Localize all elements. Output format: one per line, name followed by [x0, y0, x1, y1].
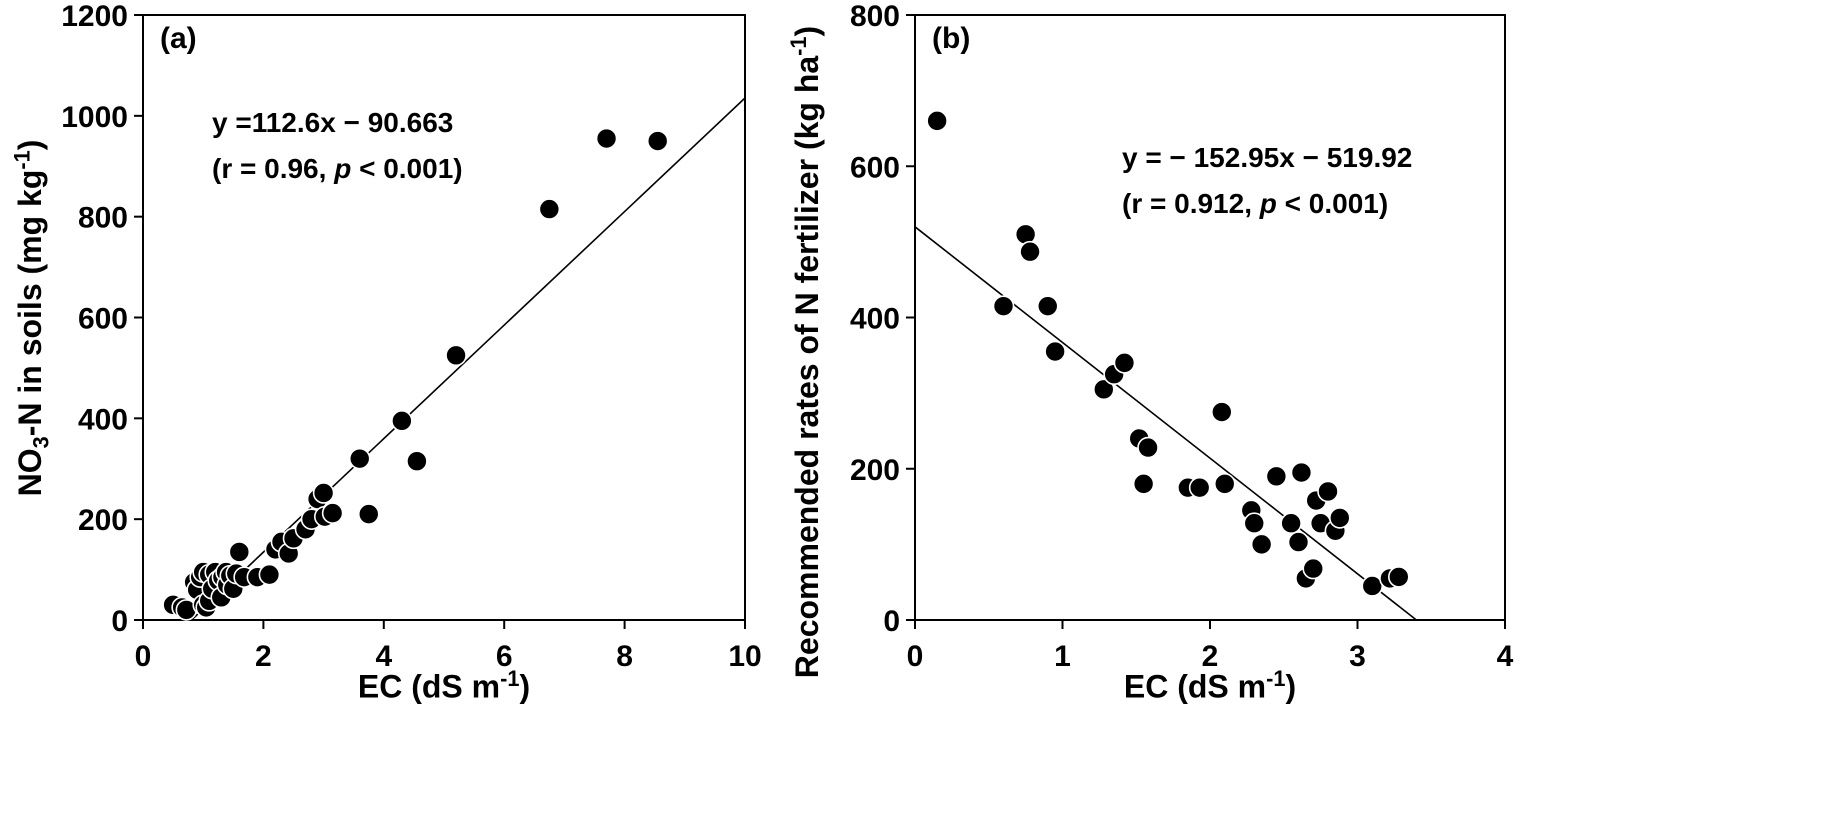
stats-b-post: < 0.001): [1276, 188, 1389, 219]
regression-annotation-a: y =112.6x − 90.663 (r = 0.96, p < 0.001): [212, 100, 463, 192]
stats-text-a: (r = 0.96, p < 0.001): [212, 146, 463, 192]
y-axis-label-b-sup: -1: [786, 36, 812, 56]
equation-text-b: y = − 152.95x − 519.92: [1122, 142, 1413, 173]
scatter-plot-a: 0 2 4 6 8 10 0 200 400 600 800 1000 1200: [61, 0, 761, 673]
svg-text:1000: 1000: [61, 101, 128, 134]
y-axis-label-b-post: ): [788, 25, 825, 37]
y-axis-label-b-pre: Recommended rates of N fertilizer (kg ha: [788, 55, 825, 679]
stats-b-p: p: [1259, 188, 1277, 219]
x-axis-label-a: EC (dS m-1): [358, 666, 530, 706]
svg-text:2: 2: [255, 640, 272, 673]
svg-text:1200: 1200: [61, 0, 128, 33]
y-axis-label-a-post: ): [12, 139, 49, 151]
panel-label-b: (b): [932, 22, 971, 55]
svg-text:0: 0: [135, 640, 152, 673]
svg-text:400: 400: [78, 403, 128, 436]
y-axis-label-a-mid: -N in soils (mg kg: [12, 169, 49, 437]
svg-text:6: 6: [496, 640, 513, 673]
stats-text-b: (r = 0.912, p < 0.001): [1122, 181, 1412, 227]
svg-text:600: 600: [78, 303, 128, 336]
svg-text:800: 800: [78, 202, 128, 235]
stats-a-p: p: [334, 153, 352, 184]
svg-text:1: 1: [1054, 640, 1071, 673]
y-axis-label-a-sup: -1: [9, 150, 35, 170]
svg-text:0: 0: [907, 640, 924, 673]
svg-text:10: 10: [728, 640, 761, 673]
stats-b-pre: (r = 0.912,: [1122, 188, 1260, 219]
stats-a-pre: (r = 0.96,: [212, 153, 335, 184]
x-axis-label-a-post: ): [519, 668, 531, 705]
svg-text:8: 8: [616, 640, 633, 673]
svg-text:200: 200: [850, 454, 900, 487]
x-axis-label-a-pre: EC (dS m: [357, 668, 501, 705]
svg-text:2: 2: [1202, 640, 1219, 673]
stats-a-post: < 0.001): [351, 153, 463, 184]
y-axis-label-a: NO3-N in soils (mg kg-1): [9, 140, 54, 497]
svg-text:3: 3: [1349, 640, 1366, 673]
x-axis-label-a-sup: -1: [500, 666, 520, 691]
x-axis-label-b-post: ): [1285, 668, 1297, 705]
svg-text:400: 400: [850, 303, 900, 336]
svg-text:0: 0: [111, 605, 128, 638]
x-axis-label-b-sup: -1: [1266, 666, 1286, 691]
svg-text:800: 800: [850, 0, 900, 33]
svg-text:200: 200: [78, 504, 128, 537]
svg-text:0: 0: [883, 605, 900, 638]
scatter-plot-b: 0 1 2 3 4 0 200 400 600 800: [850, 0, 1514, 673]
y-axis-label-a-sub: 3: [28, 436, 54, 449]
panel-label-a: (a): [160, 22, 197, 55]
equation-text-a: y =112.6x − 90.663: [212, 107, 454, 138]
x-axis-label-b-pre: EC (dS m: [1123, 668, 1267, 705]
svg-text:4: 4: [375, 640, 392, 673]
regression-annotation-b: y = − 152.95x − 519.92 (r = 0.912, p < 0…: [1122, 135, 1412, 227]
svg-text:4: 4: [1497, 640, 1514, 673]
svg-text:600: 600: [850, 151, 900, 184]
y-axis-label-b: Recommended rates of N fertilizer (kg ha…: [786, 26, 826, 678]
y-axis-label-a-pre: NO: [12, 448, 49, 497]
x-axis-label-b: EC (dS m-1): [1124, 666, 1296, 706]
